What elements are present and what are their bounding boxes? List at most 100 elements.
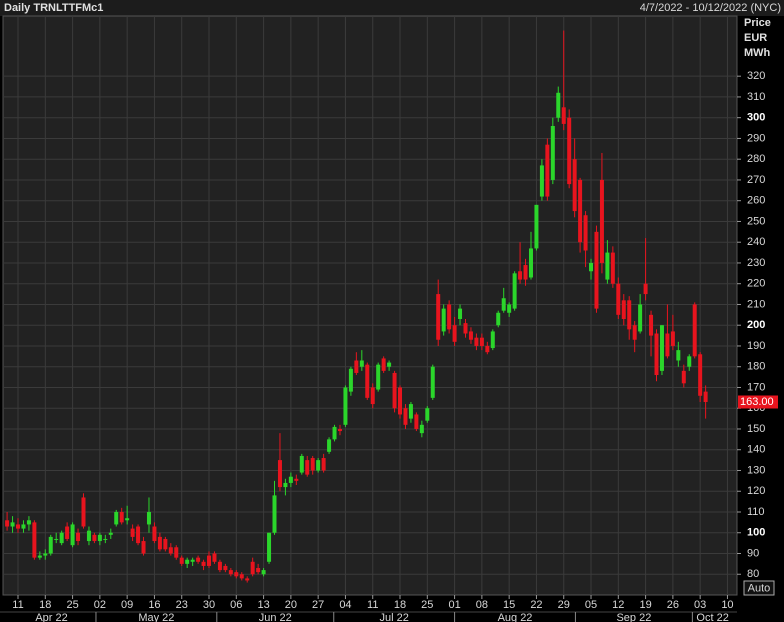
- x-tick-label: 04: [339, 599, 351, 611]
- month-label: Aug 22: [498, 612, 533, 622]
- candle-body: [468, 331, 473, 340]
- x-tick-label: 30: [203, 599, 215, 611]
- x-tick-label: 01: [448, 599, 460, 611]
- y-tick-label: 290: [747, 132, 765, 144]
- candle-body: [365, 364, 370, 398]
- x-tick-label: 10: [721, 599, 733, 611]
- candle-body: [703, 391, 708, 402]
- candle-body: [518, 271, 523, 280]
- x-tick-label: 22: [530, 599, 542, 611]
- candle-body: [359, 360, 364, 367]
- x-tick-label: 09: [121, 599, 133, 611]
- candle-body: [490, 331, 495, 349]
- candle-body: [277, 460, 282, 488]
- candle-body: [294, 478, 299, 481]
- candle-body: [196, 557, 201, 562]
- candle-body: [687, 356, 692, 367]
- candle-body: [239, 574, 244, 579]
- button-label[interactable]: Auto: [748, 582, 771, 594]
- candle-body: [528, 248, 533, 278]
- y-tick-label: 100: [747, 527, 765, 539]
- x-tick-label: 27: [312, 599, 324, 611]
- month-label: Jun 22: [259, 612, 292, 622]
- candle-body: [458, 308, 463, 319]
- candle-body: [37, 555, 42, 558]
- candle-body: [425, 408, 430, 421]
- y-axis-title: Price: [744, 17, 771, 29]
- candle-body: [48, 536, 53, 554]
- candle-body: [310, 458, 315, 471]
- x-tick-label: 20: [285, 599, 297, 611]
- x-tick-label: 12: [612, 599, 624, 611]
- candle-body: [589, 262, 594, 272]
- candle-body: [436, 294, 441, 340]
- candle-body: [234, 572, 239, 577]
- y-tick-label: 270: [747, 174, 765, 186]
- x-tick-label: 08: [476, 599, 488, 611]
- candle-body: [594, 231, 599, 309]
- candle-body: [463, 323, 468, 334]
- candle-body: [190, 559, 195, 562]
- candle-body: [616, 283, 621, 315]
- candle-body: [692, 304, 697, 357]
- candle-body: [534, 204, 539, 249]
- candle-body: [670, 331, 675, 346]
- y-tick-label: 230: [747, 257, 765, 269]
- candle-body: [5, 520, 10, 527]
- candle-body: [174, 547, 179, 558]
- candle-body: [698, 354, 703, 396]
- last-price-label: 163.00: [740, 396, 774, 408]
- candle-body: [261, 570, 266, 575]
- candle-body: [447, 304, 452, 330]
- candle-body: [43, 553, 48, 556]
- candle-body: [185, 559, 190, 564]
- x-tick-label: 29: [558, 599, 570, 611]
- plot-area: [2, 15, 738, 596]
- y-tick-label: 300: [747, 112, 765, 124]
- x-tick-label: 26: [667, 599, 679, 611]
- candle-body: [649, 314, 654, 336]
- candle-body: [332, 426, 337, 440]
- candle-body: [97, 534, 102, 542]
- candle-body: [10, 522, 15, 527]
- candle-body: [479, 337, 484, 346]
- candle-body: [179, 557, 184, 564]
- date-range: 4/7/2022 - 10/12/2022 (NYC): [640, 2, 781, 14]
- x-tick-label: 25: [421, 599, 433, 611]
- candle-body: [632, 325, 637, 340]
- y-tick-label: 80: [747, 568, 759, 580]
- candle-body: [152, 526, 157, 542]
- candle-body: [545, 144, 550, 197]
- candle-body: [70, 524, 75, 546]
- candle-body: [578, 179, 583, 243]
- x-tick-label: 18: [39, 599, 51, 611]
- candle-body: [32, 522, 37, 558]
- candle-body: [299, 455, 304, 473]
- y-tick-label: 120: [747, 485, 765, 497]
- candle-body: [605, 252, 610, 280]
- candle-body: [267, 532, 272, 562]
- y-tick-label: 260: [747, 195, 765, 207]
- candle-body: [621, 300, 626, 319]
- candle-body: [572, 159, 577, 212]
- candle-body: [501, 298, 506, 311]
- candle-body: [430, 366, 435, 398]
- auto-button[interactable]: Auto: [743, 580, 775, 596]
- x-tick-label: 25: [66, 599, 78, 611]
- y-tick-label: 240: [747, 236, 765, 248]
- candle-body: [146, 511, 151, 525]
- button-frame[interactable]: [743, 580, 775, 596]
- candle-body: [305, 460, 310, 475]
- candle-body: [398, 387, 403, 415]
- candle-body: [370, 387, 375, 405]
- candle-body: [654, 333, 659, 376]
- chart-title: Daily TRNLTTFMc1: [4, 2, 103, 14]
- candle-body: [157, 536, 162, 550]
- candle-body: [376, 364, 381, 390]
- x-tick-label: 03: [694, 599, 706, 611]
- candle-body: [523, 265, 528, 280]
- candle-body: [130, 528, 135, 537]
- candle-body: [627, 300, 632, 330]
- y-tick-label: 200: [747, 319, 765, 331]
- candle-body: [550, 125, 555, 180]
